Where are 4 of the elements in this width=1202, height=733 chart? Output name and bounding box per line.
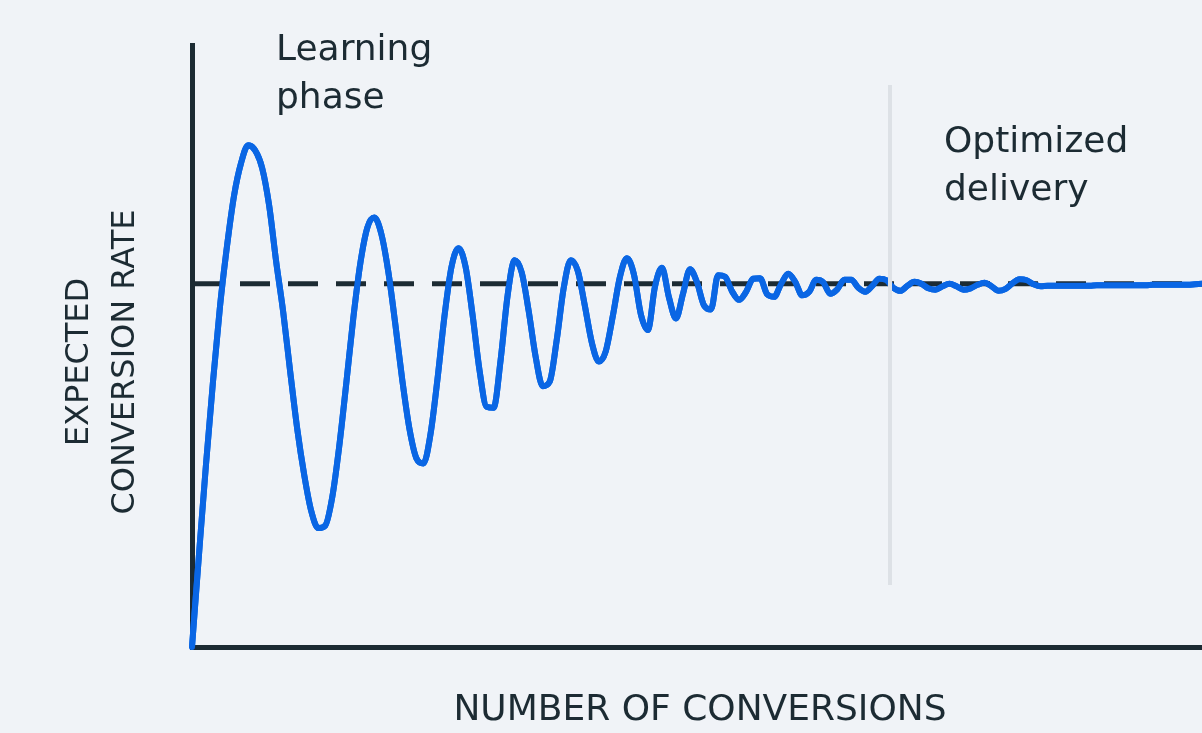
x-axis-title: NUMBER OF CONVERSIONS	[452, 687, 948, 728]
y-axis-title: EXPECTED CONVERSION RATE	[57, 208, 143, 517]
text: Learning phase	[276, 26, 434, 118]
annotation: Optimized delivery	[944, 118, 1130, 210]
